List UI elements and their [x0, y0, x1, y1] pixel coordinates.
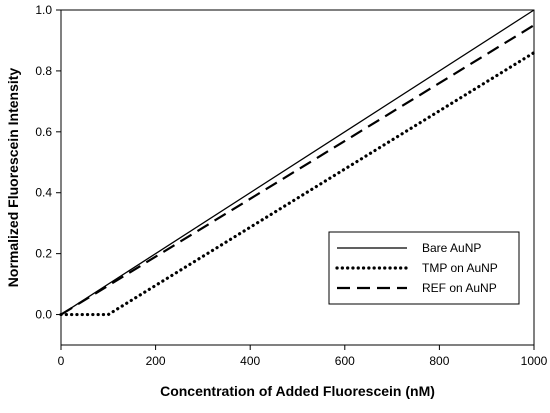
- legend-label-2: TMP on AuNP: [422, 261, 498, 275]
- series-line-2: [59, 51, 536, 317]
- series-line-3: [60, 24, 535, 316]
- series-line-1: [60, 9, 535, 316]
- legend-label-3: REF on AuNP: [422, 281, 497, 295]
- y-tick-label: 0.6: [35, 125, 52, 139]
- ticks-layer: 0 200 400 600 800 1000 0.0 0.2 0.4 0.6 0.8 1.0: [35, 3, 547, 368]
- y-tick-label: 1.0: [35, 3, 52, 17]
- y-axis-title: Normalized Fluorescein Intensity: [5, 68, 21, 288]
- y-tick-label: 0.4: [35, 186, 52, 200]
- x-tick-label: 0: [58, 354, 65, 368]
- y-tick-label: 0.8: [35, 64, 52, 78]
- y-tick-label: 0.2: [35, 247, 52, 261]
- x-tick-label: 800: [429, 354, 449, 368]
- x-tick-label: 1000: [521, 354, 548, 368]
- x-tick-label: 200: [146, 354, 166, 368]
- x-axis-title: Concentration of Added Fluorescein (nM): [160, 383, 435, 399]
- legend: Bare AuNP TMP on AuNP REF on AuNP: [328, 231, 520, 305]
- x-tick-label: 400: [240, 354, 260, 368]
- legend-box: [328, 231, 520, 305]
- legend-label-1: Bare AuNP: [422, 241, 481, 255]
- plot-frame: [60, 9, 535, 346]
- x-tick-label: 600: [335, 354, 355, 368]
- series-layer: [59, 9, 536, 317]
- y-tick-label: 0.0: [35, 308, 52, 322]
